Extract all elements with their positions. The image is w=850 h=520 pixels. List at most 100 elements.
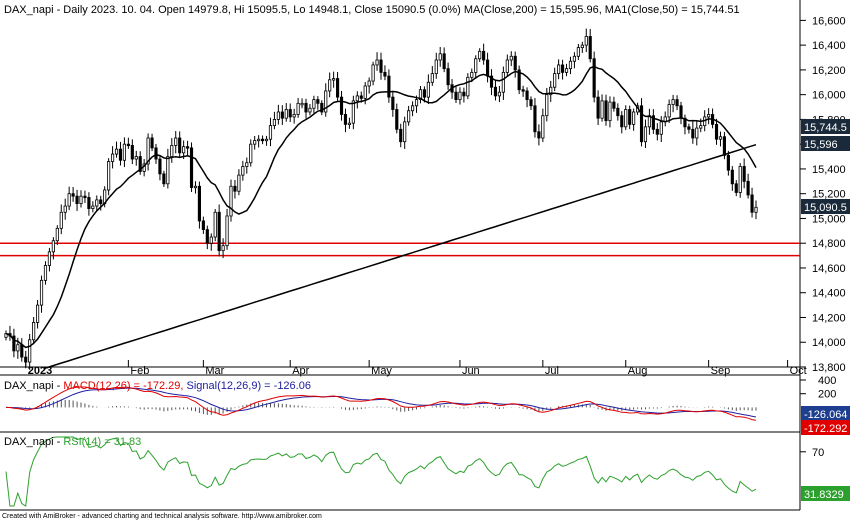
price-tick-label: 15,200 bbox=[812, 189, 846, 201]
date-tick-label: May bbox=[371, 365, 392, 377]
candle-body bbox=[604, 100, 608, 122]
candle-body bbox=[213, 211, 217, 238]
candle-body bbox=[288, 109, 292, 118]
candle-body bbox=[253, 140, 257, 145]
date-tick-label: Apr bbox=[292, 365, 309, 377]
candle-body bbox=[537, 131, 541, 139]
candle-body bbox=[225, 215, 229, 247]
price-tick-label: 16,200 bbox=[812, 65, 846, 77]
date-tick-label: Jun bbox=[462, 365, 480, 377]
macd-pane: 400 200 -126.064 -172.292 DAX_napi - MACD(… bbox=[4, 375, 850, 435]
candle-body bbox=[312, 99, 316, 109]
candle-body bbox=[403, 121, 407, 143]
candle-body bbox=[422, 89, 426, 98]
candle-body bbox=[549, 86, 553, 96]
candle-body bbox=[639, 105, 644, 143]
rsi-badge bbox=[801, 486, 850, 501]
close-badge-label: 15,090.5 bbox=[804, 202, 847, 214]
candle-body bbox=[146, 137, 150, 165]
candle-body bbox=[111, 153, 115, 162]
candle-body bbox=[738, 166, 742, 193]
candle-body bbox=[489, 75, 494, 88]
macd-header-macd: MACD(12,26) = -172.29, bbox=[63, 380, 183, 392]
candle-body bbox=[596, 96, 600, 119]
candle-body bbox=[328, 79, 332, 92]
candle-body bbox=[557, 64, 561, 75]
candle-body bbox=[4, 333, 8, 338]
candle-body bbox=[280, 111, 284, 119]
macd-header-signal: Signal(12,26,9) = -126.06 bbox=[187, 380, 311, 392]
candle-body bbox=[612, 101, 616, 109]
candle-body bbox=[150, 137, 154, 149]
signal-badge-label: -126.064 bbox=[804, 409, 847, 421]
price-tick-label: 15,400 bbox=[812, 164, 846, 176]
candle-body bbox=[533, 105, 537, 133]
candle-body bbox=[264, 138, 269, 142]
candle-body bbox=[399, 128, 403, 143]
candle-body bbox=[651, 115, 655, 130]
macd-tick-label: 400 bbox=[818, 375, 836, 387]
candle-body bbox=[730, 169, 734, 185]
candle-body bbox=[478, 50, 482, 60]
candle-body bbox=[367, 80, 371, 87]
candle-body bbox=[430, 73, 434, 83]
candle-body bbox=[16, 344, 20, 352]
candle-body bbox=[209, 236, 213, 244]
candle-body bbox=[371, 64, 375, 82]
candle-body bbox=[407, 110, 411, 123]
candle-body bbox=[414, 99, 419, 107]
macd-badge-label: -172.292 bbox=[804, 423, 847, 435]
candle-body bbox=[24, 356, 28, 363]
ma50-badge-label: 15,744.5 bbox=[804, 122, 847, 134]
candle-body bbox=[501, 71, 505, 93]
candle-body bbox=[513, 55, 517, 71]
candle-body bbox=[221, 245, 225, 252]
candle-body bbox=[659, 121, 663, 135]
candle-body bbox=[742, 166, 746, 182]
date-tick-label: Mar bbox=[205, 365, 224, 377]
candle-body bbox=[308, 107, 312, 113]
candle-body bbox=[580, 44, 584, 49]
candle-body bbox=[375, 59, 379, 66]
candle-body bbox=[754, 206, 758, 213]
candle-body bbox=[351, 100, 355, 124]
candle-body bbox=[233, 185, 237, 192]
macd-header: DAX_napi - MACD(12,26) = -172.29, Signal… bbox=[4, 380, 311, 392]
candle-body bbox=[20, 344, 24, 358]
candle-body bbox=[343, 114, 348, 125]
candle-body bbox=[395, 109, 399, 130]
candle-body bbox=[624, 109, 628, 128]
candle-body bbox=[561, 64, 565, 73]
candle-body bbox=[304, 102, 308, 113]
candle-body bbox=[272, 119, 276, 127]
price-tick-label: 14,000 bbox=[812, 337, 846, 349]
candle-body bbox=[355, 95, 359, 102]
candle-body bbox=[95, 199, 99, 207]
candle-body bbox=[505, 59, 509, 73]
rsi-header: DAX_napi - RSI(14) = 31.83 bbox=[4, 436, 141, 448]
candle-body bbox=[679, 105, 683, 119]
candle-body bbox=[87, 197, 91, 209]
candle-body bbox=[462, 91, 466, 97]
macd-signal-line bbox=[5, 387, 757, 418]
price-pane: 16,60016,40016,20016,00015,80015,60015,4… bbox=[0, 4, 850, 377]
candle-body bbox=[379, 59, 383, 73]
macd-badge bbox=[801, 420, 850, 435]
candle-body bbox=[671, 99, 675, 105]
ma200-line bbox=[43, 143, 757, 370]
candle-body bbox=[284, 109, 288, 119]
date-axis: 2023 Feb Mar Apr May Jun Jul Aug Sep Oct bbox=[0, 360, 807, 377]
candle-body bbox=[643, 126, 648, 143]
candle-body bbox=[418, 89, 423, 101]
macd-tick-label: 200 bbox=[818, 389, 836, 401]
rsi-line bbox=[5, 436, 757, 507]
ma200-badge bbox=[801, 136, 850, 151]
candle-body bbox=[114, 148, 119, 155]
candle-body bbox=[118, 148, 123, 161]
price-tick-label: 15,000 bbox=[812, 213, 846, 225]
candle-body bbox=[707, 114, 711, 118]
macd-header-name: DAX_napi - bbox=[4, 380, 63, 392]
candle-body bbox=[130, 145, 134, 160]
candle-body bbox=[493, 86, 498, 97]
